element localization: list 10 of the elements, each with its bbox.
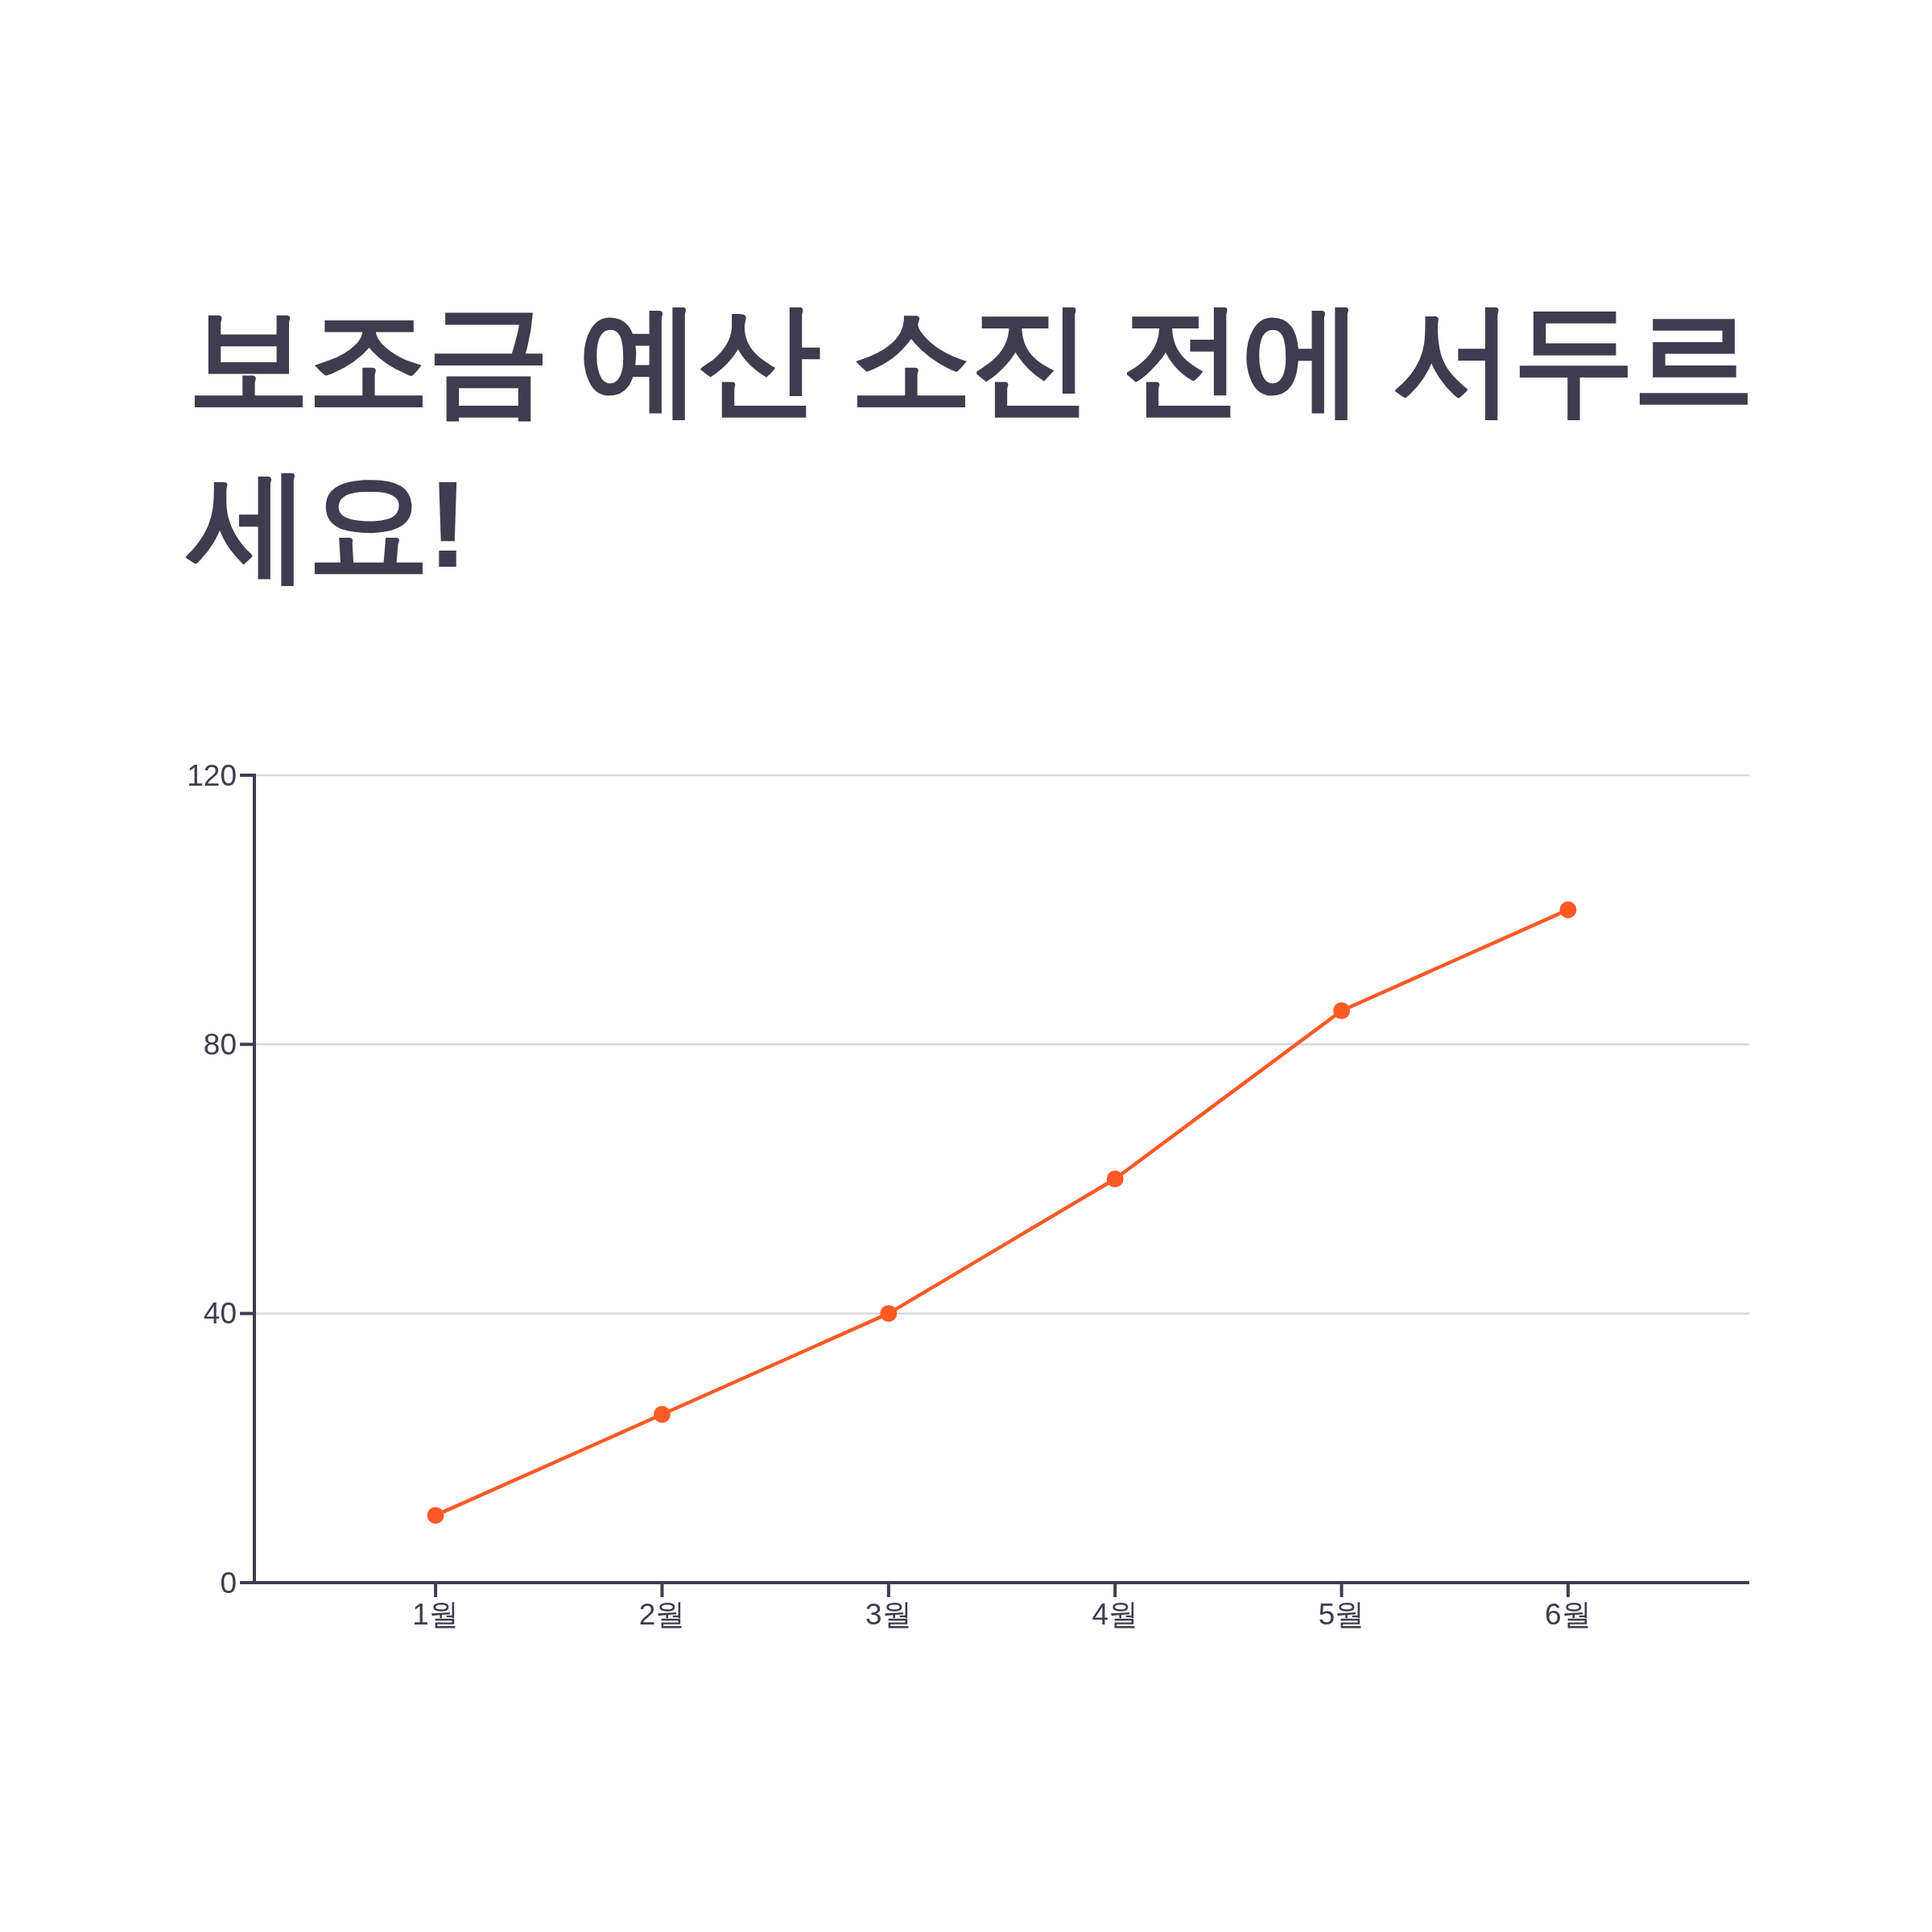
y-tick-label: 80 (203, 1027, 237, 1061)
x-tick-label: 3월 (865, 1598, 912, 1631)
x-tick-label: 2월 (638, 1598, 686, 1631)
x-tick-label: 5월 (1318, 1598, 1365, 1631)
y-tick-label: 40 (203, 1297, 237, 1331)
x-tick-label: 6월 (1545, 1598, 1591, 1631)
y-tick-label: 0 (220, 1566, 237, 1600)
x-tick-label: 1월 (412, 1598, 459, 1631)
y-tick-label: 120 (187, 758, 237, 792)
x-tick-label: 4월 (1092, 1598, 1138, 1631)
